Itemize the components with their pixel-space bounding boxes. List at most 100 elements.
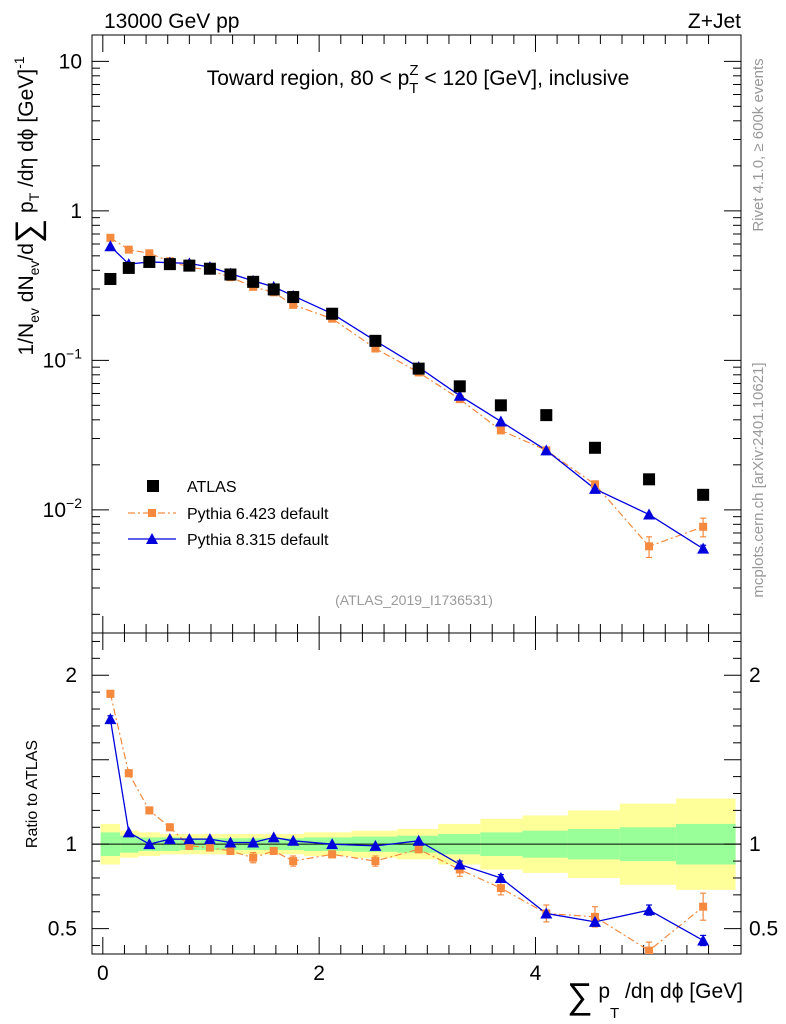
pythia8-ratio-point: [453, 858, 466, 870]
ratio-y-tick-label-right: 2: [749, 664, 761, 687]
atlas-point: [267, 283, 280, 296]
pythia6-ratio-point: [699, 902, 708, 911]
ratio-axis-ticks: [92, 633, 741, 954]
x-tick-label: 4: [530, 962, 542, 985]
pythia6-point: [145, 249, 154, 258]
pythia6-ratio-point: [414, 845, 423, 854]
x-tick-label: 0: [97, 962, 109, 985]
pythia6-ratio-point: [124, 769, 133, 778]
ratio-frame: [91, 632, 742, 955]
ylabel-c: /d: [15, 243, 38, 261]
pythia6-ratio-point: [645, 946, 654, 954]
xlabel-a-sub: T: [610, 1005, 619, 1022]
ylabel-d-sub: T: [26, 192, 42, 201]
main-axis-ticks: [92, 35, 741, 633]
ratio-panel: 2 2 1 1 0.5 0.5 0 2 4 Ratio to ATLAS ∑ pT /dη d…: [24, 632, 778, 1022]
pythia8-line: [109, 245, 704, 550]
x-tick-label: 2: [313, 962, 325, 985]
xlabel-b: /dη dϕ [GeV]: [619, 980, 743, 1003]
mcplots-label: mcplots.cern.ch [arXiv:2401.10621]: [750, 362, 767, 597]
legend: ATLAS Pythia 6.423 default Pythia 8.315 …: [128, 479, 329, 549]
pythia6-ratio-point: [226, 846, 235, 855]
pythia6-point: [289, 300, 298, 309]
pythia6-ratio-point: [455, 865, 464, 874]
main-y-tick-label: 10: [59, 50, 82, 73]
pythia8-ratio-point: [122, 826, 135, 838]
atlas-point: [369, 334, 382, 347]
pythia6-ratio-point: [269, 846, 278, 855]
atlas-point: [122, 261, 135, 274]
header-right: Z+Jet: [688, 10, 741, 33]
tick-base: 10: [43, 349, 66, 372]
pythia6-point: [699, 522, 708, 531]
title-post: < 120 [GeV], inclusive: [419, 67, 630, 90]
main-y-tick-label: 10−1: [43, 345, 83, 372]
atlas-point: [453, 380, 466, 393]
title-sub: T: [409, 80, 418, 97]
xlabel-a: p: [592, 980, 610, 1003]
legend-pythia8-label: Pythia 8.315 default: [187, 532, 329, 549]
atlas-point: [104, 272, 117, 285]
main-data-layer: [104, 233, 710, 559]
ylabel-d: p: [15, 201, 38, 219]
pythia8-ratio-point: [203, 833, 216, 845]
ylabel-b: dN: [15, 275, 38, 308]
chart-title: Toward region, 80 < pTZ < 120 [GeV], inc…: [207, 62, 630, 97]
legend-pythia6-label: Pythia 6.423 default: [187, 506, 329, 523]
pythia8-ratio-point: [697, 934, 710, 946]
pythia6-ratio-point: [165, 823, 174, 832]
atlas-point: [697, 488, 710, 501]
title-pre: Toward region, 80 < p: [207, 67, 410, 90]
pythia6-point: [371, 344, 380, 353]
atlas-point: [412, 362, 425, 375]
x-axis-label: ∑ pT /dη dϕ [GeV]: [567, 975, 743, 1022]
pythia6-ratio-point: [496, 884, 505, 893]
x-tick-labels: 0 2 4: [97, 962, 542, 985]
pythia8-ratio-point: [247, 836, 260, 848]
ratio-data-layer: [104, 689, 710, 954]
pythia8-ratio-point: [163, 833, 176, 845]
header-left: 13000 GeV pp: [104, 10, 239, 33]
xlabel-sum-symbol: ∑: [567, 975, 593, 1016]
pythia8-ratio-point: [369, 839, 382, 851]
legend-atlas-label: ATLAS: [187, 479, 237, 496]
ratio-y-tick-label-left: 1: [65, 833, 77, 856]
atlas-point: [540, 409, 553, 422]
main-y-tick-label: 1: [70, 200, 82, 223]
legend-atlas-marker: [147, 480, 159, 492]
pythia6-ratio-point: [185, 841, 194, 850]
ratio-y-tick-label-left: 0.5: [48, 918, 77, 941]
main-y-tick-label: 10−2: [43, 495, 83, 522]
atlas-point: [224, 268, 237, 281]
pythia8-ratio-point: [183, 833, 196, 845]
tick-exponent: −1: [66, 345, 82, 361]
tick-base: 10: [43, 499, 66, 522]
pythia8-ratio-point: [143, 838, 156, 850]
pythia8-point: [697, 542, 710, 554]
atlas-point: [494, 399, 507, 412]
pythia8-ratio-point: [494, 871, 507, 883]
pythia8-ratio-point: [412, 834, 425, 846]
ylabel-e: /dη dϕ [GeV]: [15, 69, 38, 193]
ylabel-e-sup: -1: [11, 56, 27, 69]
atlas-point: [247, 275, 260, 288]
pythia8-ratio-point: [287, 834, 300, 846]
pythia6-point: [124, 245, 133, 254]
pythia8-ratio-point: [224, 836, 237, 848]
pythia8-point: [453, 389, 466, 401]
ratio-y-tick-label-right: 0.5: [749, 918, 778, 941]
pythia6-ratio-point: [106, 689, 115, 698]
ylabel-a: 1/N: [15, 323, 38, 356]
pythia8-point: [494, 415, 507, 427]
pythia6-point: [106, 233, 115, 242]
pythia6-point: [645, 542, 654, 551]
ylabel-a-sub: ev: [26, 308, 42, 323]
pythia6-line: [110, 237, 704, 548]
pythia8-ratio-point: [643, 904, 656, 916]
ratio-y-axis-label: Ratio to ATLAS: [24, 740, 41, 848]
tick-exponent: −2: [66, 495, 82, 511]
pythia8-ratio-point: [326, 838, 339, 850]
